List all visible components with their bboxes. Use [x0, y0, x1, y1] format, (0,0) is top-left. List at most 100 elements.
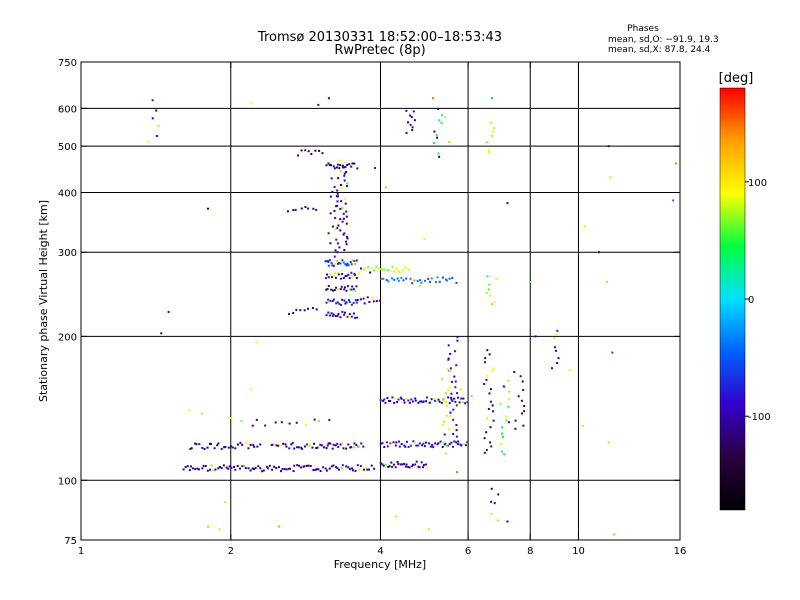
data-point	[300, 446, 303, 449]
data-point	[332, 165, 335, 168]
data-point	[327, 260, 330, 263]
data-point	[448, 277, 451, 280]
data-point	[607, 441, 610, 444]
data-point	[461, 401, 464, 404]
data-point	[206, 525, 209, 528]
data-point	[329, 195, 332, 198]
data-point	[399, 463, 402, 466]
data-point	[483, 437, 486, 440]
data-point	[213, 447, 216, 450]
data-point	[288, 422, 291, 425]
data-point	[190, 447, 193, 450]
data-point	[440, 114, 443, 117]
data-point	[445, 404, 448, 407]
data-point	[330, 164, 333, 167]
data-point	[354, 469, 357, 472]
data-point	[280, 421, 283, 424]
data-point	[490, 512, 493, 515]
data-point	[322, 446, 325, 449]
data-point	[343, 311, 346, 314]
data-point	[583, 225, 586, 228]
data-point	[427, 528, 430, 531]
data-point	[336, 195, 339, 198]
data-point	[359, 298, 362, 301]
data-point	[341, 298, 344, 301]
data-point	[334, 249, 337, 252]
data-point	[397, 398, 400, 401]
data-points	[147, 97, 677, 536]
data-point	[457, 440, 460, 443]
data-point	[346, 237, 349, 240]
data-point	[419, 279, 422, 282]
data-point	[345, 465, 348, 468]
data-point	[488, 151, 491, 154]
data-point	[327, 264, 330, 267]
data-point	[334, 444, 337, 447]
data-point	[455, 404, 458, 407]
data-point	[351, 162, 354, 165]
data-point	[288, 467, 291, 470]
data-point	[534, 335, 537, 338]
data-point	[307, 443, 310, 446]
data-point	[412, 440, 415, 443]
data-point	[234, 468, 237, 471]
data-point	[492, 367, 495, 370]
data-point	[613, 533, 616, 536]
data-point	[520, 412, 523, 415]
data-point	[352, 288, 355, 291]
data-point	[462, 397, 465, 400]
data-point	[319, 470, 322, 473]
data-point	[522, 424, 525, 427]
data-point	[607, 145, 610, 148]
data-point	[382, 464, 385, 467]
data-point	[441, 445, 444, 448]
data-point	[457, 396, 460, 399]
data-point	[328, 467, 331, 470]
data-point	[184, 466, 187, 469]
data-point	[342, 447, 345, 450]
data-point	[329, 212, 332, 215]
data-point	[357, 271, 360, 274]
data-point	[355, 259, 358, 262]
data-point	[453, 397, 456, 400]
data-point	[421, 444, 424, 447]
data-point	[196, 467, 199, 470]
data-point	[404, 265, 407, 268]
data-point	[441, 423, 444, 426]
data-point	[198, 468, 201, 471]
data-point	[611, 351, 614, 354]
data-point	[378, 299, 381, 302]
data-point	[327, 284, 330, 287]
data-point	[448, 141, 451, 144]
data-point	[420, 281, 423, 284]
data-point	[348, 313, 351, 316]
data-point	[433, 399, 436, 402]
data-point	[220, 447, 223, 450]
data-point	[317, 468, 320, 471]
data-point	[353, 272, 356, 275]
data-point	[420, 461, 423, 464]
data-point	[345, 264, 348, 267]
data-point	[489, 441, 492, 444]
data-point	[321, 152, 324, 155]
data-point	[400, 397, 403, 400]
data-point	[492, 410, 495, 413]
data-point	[489, 400, 492, 403]
data-point	[445, 278, 448, 281]
data-point	[359, 465, 362, 468]
data-point	[208, 442, 211, 445]
data-point	[411, 465, 414, 468]
data-point	[286, 210, 289, 213]
data-point	[445, 279, 448, 282]
data-point	[238, 467, 241, 470]
data-point	[454, 400, 457, 403]
x-tick-label: 6	[465, 546, 471, 557]
data-point	[437, 107, 440, 110]
data-point	[348, 300, 351, 303]
data-point	[244, 467, 247, 470]
data-point	[283, 468, 286, 471]
data-point	[450, 396, 453, 399]
data-point	[311, 306, 314, 309]
data-point	[400, 276, 403, 279]
data-point	[359, 267, 362, 270]
